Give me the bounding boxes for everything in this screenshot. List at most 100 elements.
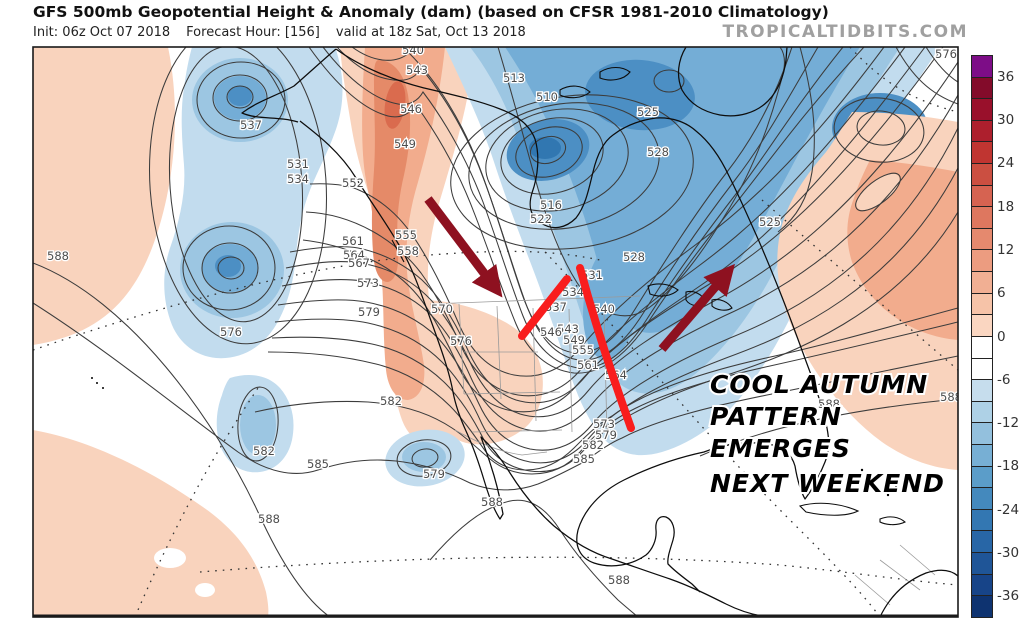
colorbar-cell: [972, 185, 992, 208]
trough-axis-line-west: [518, 275, 571, 340]
colorbar-cell: [972, 315, 992, 337]
contour-rings: [148, 47, 925, 477]
contour-label: 555: [395, 228, 417, 242]
colorbar-tick: -36: [997, 588, 1020, 605]
colorbar-cell: [972, 488, 992, 510]
colorbar-cell: [972, 336, 992, 359]
colorbar-cell: [972, 142, 992, 165]
annotation-arrows: [424, 196, 735, 432]
contour-label: 588: [608, 573, 630, 587]
colorbar-tick: 36: [997, 68, 1015, 85]
colorbar-cell: [972, 293, 992, 316]
colorbar-cell: [972, 596, 992, 617]
contour-label: 546: [400, 102, 422, 116]
coastlines: [91, 47, 958, 617]
contour-label: 588: [258, 512, 280, 526]
contour-label: 555: [572, 343, 594, 357]
contour-label: 534: [562, 285, 584, 299]
colorbar-tick: 12: [997, 241, 1015, 258]
colorbar-cell: [972, 444, 992, 467]
contour-label: 558: [397, 244, 419, 258]
colorbar-tick: -30: [997, 545, 1020, 562]
anomaly-shading: [33, 47, 958, 617]
contour-label: 582: [582, 438, 604, 452]
contour-label: 528: [647, 145, 669, 159]
colorbar-tick: 0: [997, 328, 1006, 345]
contour-label: 552: [342, 176, 364, 190]
contour-label: 513: [503, 71, 525, 85]
annotation-text-layer: COOL AUTUMN PATTERN EMERGES NEXT WEEKEND: [708, 368, 946, 500]
colorbar-cell: [972, 56, 992, 78]
contour-label: 582: [253, 444, 275, 458]
colorbar-tick: -12: [997, 415, 1020, 432]
contour-label: 543: [406, 63, 428, 77]
colorbar-cell: [972, 401, 992, 424]
contour-label: 576: [935, 47, 957, 61]
colorbar-tick: 30: [997, 111, 1015, 128]
colorbar-cell: [972, 358, 992, 381]
contour-label: 573: [357, 276, 379, 290]
colorbar-tick: -24: [997, 501, 1020, 518]
colorbar-cell: [972, 99, 992, 121]
contour-label: 531: [287, 157, 309, 171]
contour-label: 516: [540, 198, 562, 212]
contour-label: 585: [573, 452, 595, 466]
colorbar-cell: [972, 509, 992, 532]
jet-dive-arrow: [424, 196, 503, 298]
contour-label: 576: [450, 334, 472, 348]
contour-label: 543: [557, 322, 579, 336]
contour-label: 588: [481, 495, 503, 509]
annotation-line: PATTERN: [710, 402, 842, 431]
contour-label: 564: [343, 248, 365, 262]
site-watermark: TROPICALTIDBITS.COM: [722, 22, 968, 42]
colorbar-cell: [972, 207, 992, 229]
colorbar-cell: [972, 466, 992, 489]
colorbar-cell: [972, 531, 992, 554]
contour-label: 540: [593, 302, 615, 316]
contour-label: 549: [563, 333, 585, 347]
colorbar-tick: 18: [997, 198, 1015, 215]
colorbar-cell: [972, 553, 992, 575]
contour-label: 549: [394, 137, 416, 151]
colorbar-cell: [972, 380, 992, 402]
colorbar-cell: [972, 250, 992, 273]
trough-axis-line-east: [576, 264, 635, 432]
colorbar-cell: [972, 77, 992, 100]
contour-label: 546: [540, 325, 562, 339]
contour-label: 561: [577, 358, 599, 372]
contour-label: 537: [240, 118, 262, 132]
contour-label: 579: [423, 467, 445, 481]
contour-label: 567: [348, 256, 370, 270]
contour-label: 588: [47, 249, 69, 263]
annotation-line: EMERGES: [710, 434, 851, 463]
page-title: GFS 500mb Geopotential Height & Anomaly …: [33, 3, 829, 21]
colorbar-cell: [972, 228, 992, 251]
colorbar-cell: [972, 164, 992, 186]
forecast-hour: Forecast Hour: [156]: [186, 25, 320, 40]
contour-label: 525: [759, 215, 781, 229]
contour-label: 579: [358, 305, 380, 319]
contour-label: 540: [402, 43, 424, 57]
colorbar-cell: [972, 120, 992, 143]
run-info: Init: 06z Oct 07 2018 Forecast Hour: [156…: [33, 25, 542, 40]
init-time: Init: 06z Oct 07 2018: [33, 25, 171, 40]
colorbar-tick: -6: [997, 371, 1011, 388]
contour-label: 573: [593, 417, 615, 431]
contour-label: 585: [307, 457, 329, 471]
contour-label: 582: [380, 394, 402, 408]
contour-label: 522: [530, 212, 552, 226]
colorbar-cell: [972, 272, 992, 294]
height-contours: [33, 47, 958, 617]
colorbar-cell: [972, 574, 992, 597]
contour-label: 576: [220, 325, 242, 339]
jet-exit-arrow: [658, 263, 735, 352]
contour-label: 588: [818, 397, 840, 411]
contour-label: 579: [595, 428, 617, 442]
contour-label: 528: [623, 250, 645, 264]
contour-label: 561: [342, 234, 364, 248]
anomaly-colorbar: [971, 55, 993, 618]
valid-time: valid at 18z Sat, Oct 13 2018: [335, 25, 526, 40]
contour-label: 588: [940, 390, 962, 404]
